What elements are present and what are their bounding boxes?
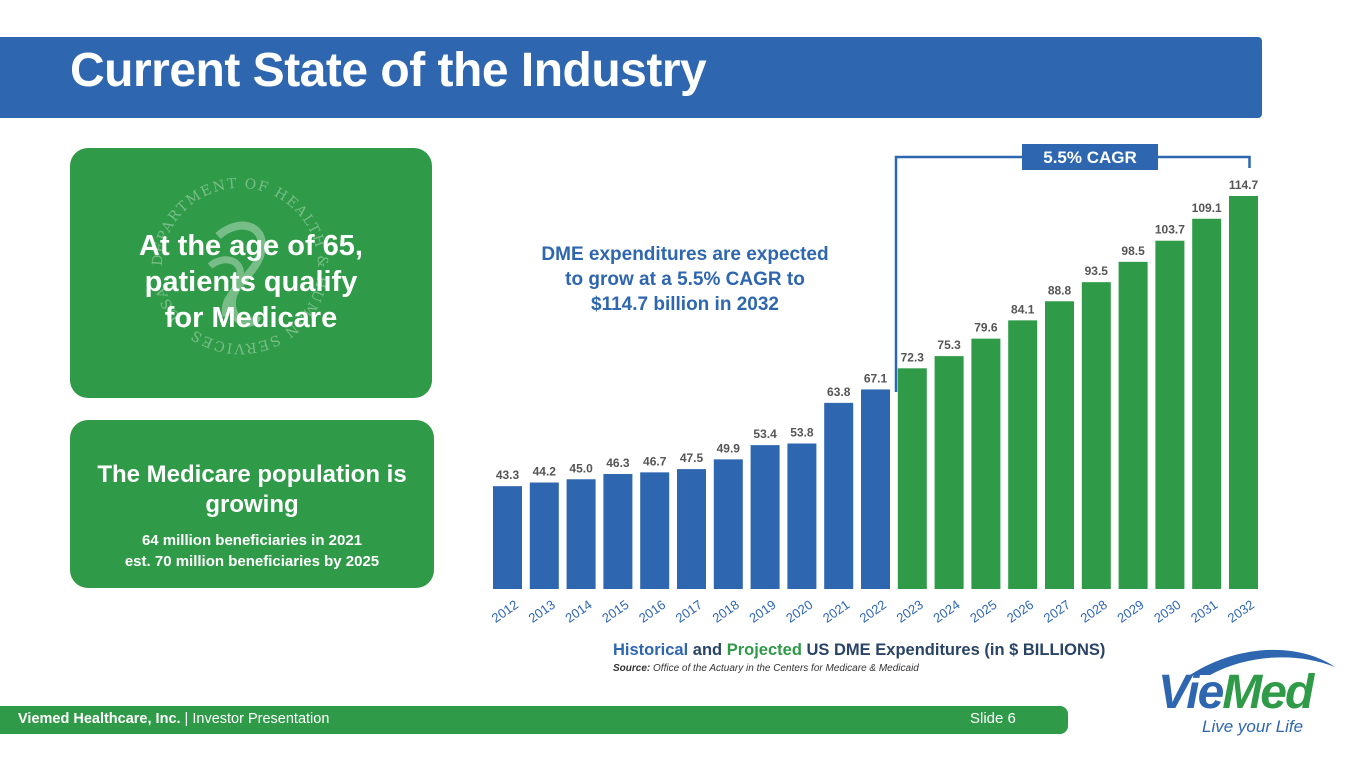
bar-2018	[713, 459, 743, 589]
x-tick-2031: 2031	[1188, 597, 1220, 626]
viemed-logo: VieMed Live your Life	[1150, 645, 1340, 745]
value-label-2032: 114.7	[1229, 178, 1259, 192]
value-label-2016: 46.7	[643, 454, 667, 468]
medicare-age-card: DEPARTMENT OF HEALTH & HUMAN SERVICES · …	[70, 148, 432, 398]
value-label-2019: 53.4	[753, 427, 777, 441]
value-label-2021: 63.8	[827, 385, 851, 399]
bar-2029	[1118, 261, 1148, 589]
x-tick-2018: 2018	[710, 597, 742, 626]
x-tick-2013: 2013	[526, 597, 558, 626]
bar-2032	[1229, 196, 1258, 589]
bar-2025	[971, 338, 1001, 589]
title-bar: Current State of the Industry	[0, 37, 1262, 118]
source-text: Office of the Actuary in the Centers for…	[650, 663, 919, 674]
x-tick-2030: 2030	[1151, 597, 1183, 626]
bar-2030	[1155, 240, 1185, 590]
cagr-badge	[1022, 144, 1158, 170]
hhs-seal-icon: DEPARTMENT OF HEALTH & HUMAN SERVICES · …	[150, 176, 329, 356]
medicare-age-text: At the age of 65, patients qualify for M…	[139, 230, 363, 334]
footer-bar: Viemed Healthcare, Inc. | Investor Prese…	[0, 706, 1068, 734]
logo-wordmark: VieMed	[1158, 665, 1314, 720]
source-label: Source:	[613, 663, 651, 674]
bar-2014	[566, 479, 596, 589]
value-label-2028: 93.5	[1085, 264, 1109, 278]
bar-2027	[1045, 301, 1074, 589]
caption-projected: Projected	[726, 641, 802, 659]
x-tick-2016: 2016	[636, 597, 668, 626]
bar-2022	[861, 389, 890, 589]
x-tick-2019: 2019	[746, 597, 778, 626]
bar-2012	[493, 486, 522, 589]
medicare-population-card: The Medicare population is growing 64 mi…	[70, 420, 434, 588]
footer-company-name: Viemed Healthcare, Inc.	[18, 711, 181, 727]
value-label-2022: 67.1	[864, 371, 888, 385]
x-tick-2017: 2017	[673, 597, 705, 626]
value-label-2027: 88.8	[1048, 283, 1072, 297]
population-details: 64 million beneficiaries in 2021 est. 70…	[124, 532, 380, 570]
chart-source: Source: Office of the Actuary in the Cen…	[613, 663, 919, 674]
value-label-2018: 49.9	[717, 441, 741, 455]
bar-2019	[750, 445, 780, 589]
chart-caption: Historical and Projected US DME Expendit…	[613, 641, 1105, 660]
bar-2026	[1008, 320, 1038, 589]
value-label-2030: 103.7	[1155, 223, 1185, 237]
value-label-2013: 44.2	[533, 465, 557, 479]
cagr-badge-label: 5.5% CAGR	[1043, 148, 1137, 167]
x-tick-2028: 2028	[1078, 597, 1110, 626]
population-heading: The Medicare population is growing	[97, 461, 407, 518]
value-label-2015: 46.3	[606, 456, 630, 470]
x-tick-2029: 2029	[1114, 597, 1146, 626]
logo-word-vie: Vie	[1158, 666, 1224, 719]
x-tick-2024: 2024	[930, 597, 962, 626]
bar-2023	[897, 368, 927, 589]
value-label-2014: 45.0	[569, 461, 593, 475]
value-label-2031: 109.1	[1192, 201, 1222, 215]
caption-historical: Historical	[613, 641, 689, 659]
bar-2017	[677, 469, 706, 589]
value-label-2023: 72.3	[901, 350, 925, 364]
logo-word-med: Med	[1222, 666, 1314, 719]
bar-2021	[824, 402, 854, 589]
caption-and: and	[688, 641, 727, 659]
x-tick-2015: 2015	[599, 597, 631, 626]
x-tick-2023: 2023	[894, 597, 926, 626]
cagr-annotation: DME expenditures are expected to grow at…	[541, 244, 829, 315]
page-title: Current State of the Industry	[70, 44, 707, 97]
x-tick-2014: 2014	[562, 597, 594, 626]
x-tick-2025: 2025	[967, 597, 999, 626]
value-label-2026: 84.1	[1011, 302, 1035, 316]
x-tick-2022: 2022	[857, 597, 889, 626]
bar-2020	[787, 443, 817, 589]
logo-tagline: Live your Life	[1202, 717, 1304, 736]
bar-2031	[1192, 218, 1222, 590]
bar-2016	[640, 472, 670, 589]
x-tick-2026: 2026	[1004, 597, 1036, 626]
value-label-2020: 53.8	[790, 426, 814, 440]
bar-2024	[934, 356, 964, 589]
x-tick-2020: 2020	[783, 597, 815, 626]
footer-separator: |	[180, 711, 193, 727]
value-label-2024: 75.3	[937, 338, 961, 352]
x-tick-2032: 2032	[1225, 597, 1257, 626]
caption-rest: US DME Expenditures (in $ BILLIONS)	[801, 641, 1106, 659]
value-label-2017: 47.5	[680, 451, 704, 465]
value-label-2025: 79.6	[974, 321, 998, 335]
x-tick-2021: 2021	[820, 597, 852, 626]
bar-2013	[529, 482, 559, 589]
logo-swoosh-icon	[1190, 649, 1335, 675]
footer-company: Viemed Healthcare, Inc. | Investor Prese…	[18, 711, 329, 727]
bar-2028	[1081, 282, 1111, 589]
bar-2015	[603, 473, 633, 589]
value-label-2012: 43.3	[496, 468, 520, 482]
footer-doc-name: Investor Presentation	[192, 711, 330, 727]
x-tick-2027: 2027	[1041, 597, 1073, 626]
value-label-2029: 98.5	[1121, 244, 1145, 258]
slide-number: Slide 6	[970, 710, 1016, 727]
x-tick-2012: 2012	[489, 597, 521, 626]
